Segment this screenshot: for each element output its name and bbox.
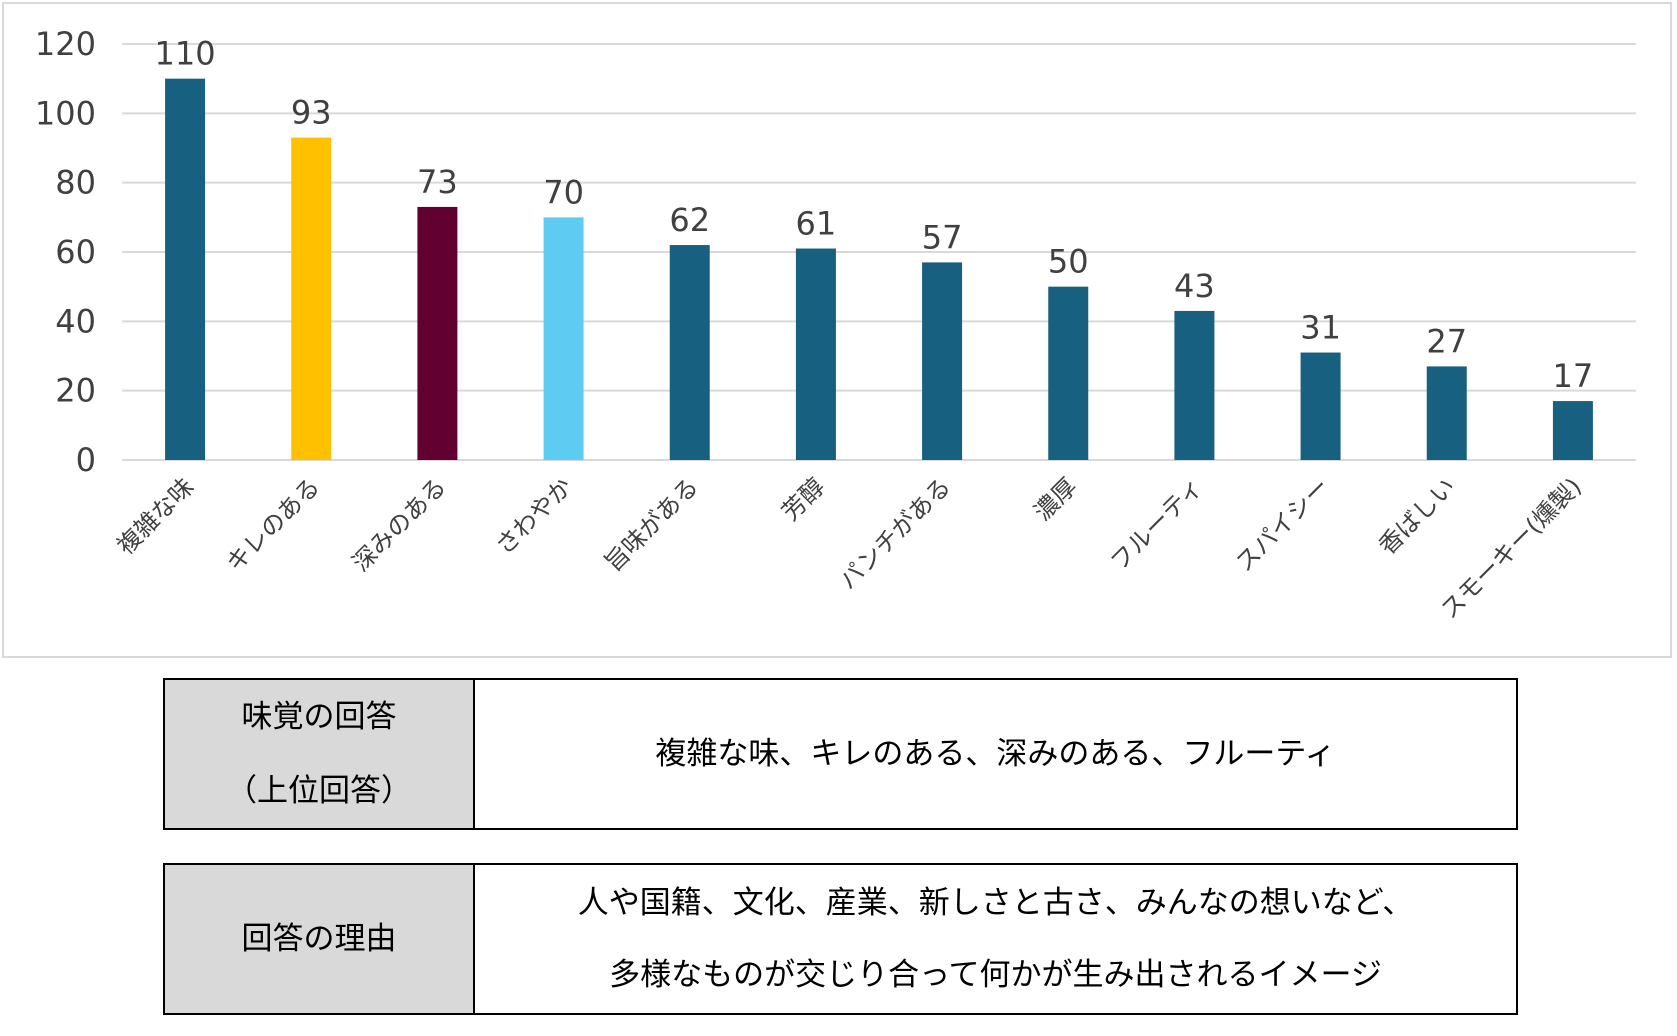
bar (1426, 366, 1467, 460)
reason-header-text: 回答の理由 (241, 921, 397, 957)
bar-value-label: 17 (1553, 357, 1594, 395)
bar (1552, 401, 1593, 460)
x-category-label: 深みのある (347, 472, 452, 577)
x-category-label: 芳醇 (776, 472, 830, 526)
x-category-label: さわやか (490, 472, 578, 560)
x-category-label: 複雑な味 (112, 472, 200, 560)
y-tick-label: 40 (55, 302, 96, 340)
chart-panel: 0 20 40 60 80 100 120 110 93 73 70 62 61 57 50 43 31 27 1… (2, 2, 1672, 658)
taste-answer-header-line2: （上位回答） (226, 773, 412, 809)
y-tick-label: 80 (55, 164, 96, 202)
taste-answer-content: 複雑な味、キレのある、深みのある、フルーティ (475, 680, 1516, 828)
bar-value-label: 27 (1426, 322, 1467, 360)
bar (291, 137, 332, 460)
reason-table: 回答の理由 人や国籍、文化、産業、新しさと古さ、みんなの想いなど、 多様なものが… (163, 863, 1518, 1015)
bar-value-label: 57 (922, 218, 963, 256)
taste-answer-table: 味覚の回答 （上位回答） 複雑な味、キレのある、深みのある、フルーティ (163, 678, 1518, 830)
bar (669, 245, 710, 460)
bar (1174, 310, 1215, 460)
bar (1048, 286, 1089, 460)
bar-value-label: 93 (291, 94, 332, 132)
bar (165, 78, 206, 461)
x-category-label: 濃厚 (1029, 472, 1083, 526)
bar (417, 206, 458, 460)
data-labels: 110 93 73 70 62 61 57 50 43 31 27 17 (155, 35, 1594, 395)
y-axis-ticks: 0 20 40 60 80 100 120 (35, 25, 96, 479)
bar (922, 262, 963, 460)
taste-answer-header: 味覚の回答 （上位回答） (165, 680, 475, 828)
bar-value-label: 43 (1174, 267, 1215, 305)
x-axis-categories: 複雑な味 キレのある 深みのある さわやか 旨味がある 芳醇 パンチがある 濃厚 フルーティ スパ… (112, 472, 1588, 624)
y-tick-label: 120 (35, 25, 96, 63)
bar-value-label: 31 (1300, 309, 1341, 347)
reason-text-line1: 人や国籍、文化、産業、新しさと古さ、みんなの想いなど、 (577, 885, 1414, 921)
gridlines (122, 43, 1636, 461)
bar-value-label: 110 (155, 35, 216, 73)
x-category-label: スモーキー(燻製) (1435, 472, 1587, 624)
x-category-label: フルーティ (1105, 472, 1209, 576)
bars (165, 78, 1593, 461)
y-tick-label: 60 (55, 233, 96, 271)
bar-value-label: 73 (417, 163, 458, 201)
reason-content: 人や国籍、文化、産業、新しさと古さ、みんなの想いなど、 多様なものが交じり合って… (475, 865, 1516, 1013)
bar (1300, 352, 1341, 460)
y-tick-label: 100 (35, 94, 96, 132)
bar-value-label: 62 (669, 201, 710, 239)
taste-answer-text: 複雑な味、キレのある、深みのある、フルーティ (655, 736, 1336, 772)
y-tick-label: 20 (55, 372, 96, 410)
bar-value-label: 70 (543, 173, 584, 211)
x-category-label: キレのある (221, 472, 326, 577)
x-category-label: 香ばしい (1373, 472, 1461, 560)
bar (795, 248, 836, 460)
x-category-label: 旨味がある (599, 472, 704, 577)
bar-value-label: 50 (1048, 243, 1089, 281)
taste-answer-header-line1: 味覚の回答 (241, 699, 397, 735)
y-tick-label: 0 (76, 441, 96, 479)
reason-text-line2: 多様なものが交じり合って何かが生み出されるイメージ (609, 957, 1382, 993)
x-category-label: パンチがある (834, 472, 956, 594)
reason-header: 回答の理由 (165, 865, 475, 1013)
bar-value-label: 61 (796, 205, 837, 243)
bar (543, 217, 584, 460)
x-category-label: スパイシー (1230, 472, 1335, 577)
